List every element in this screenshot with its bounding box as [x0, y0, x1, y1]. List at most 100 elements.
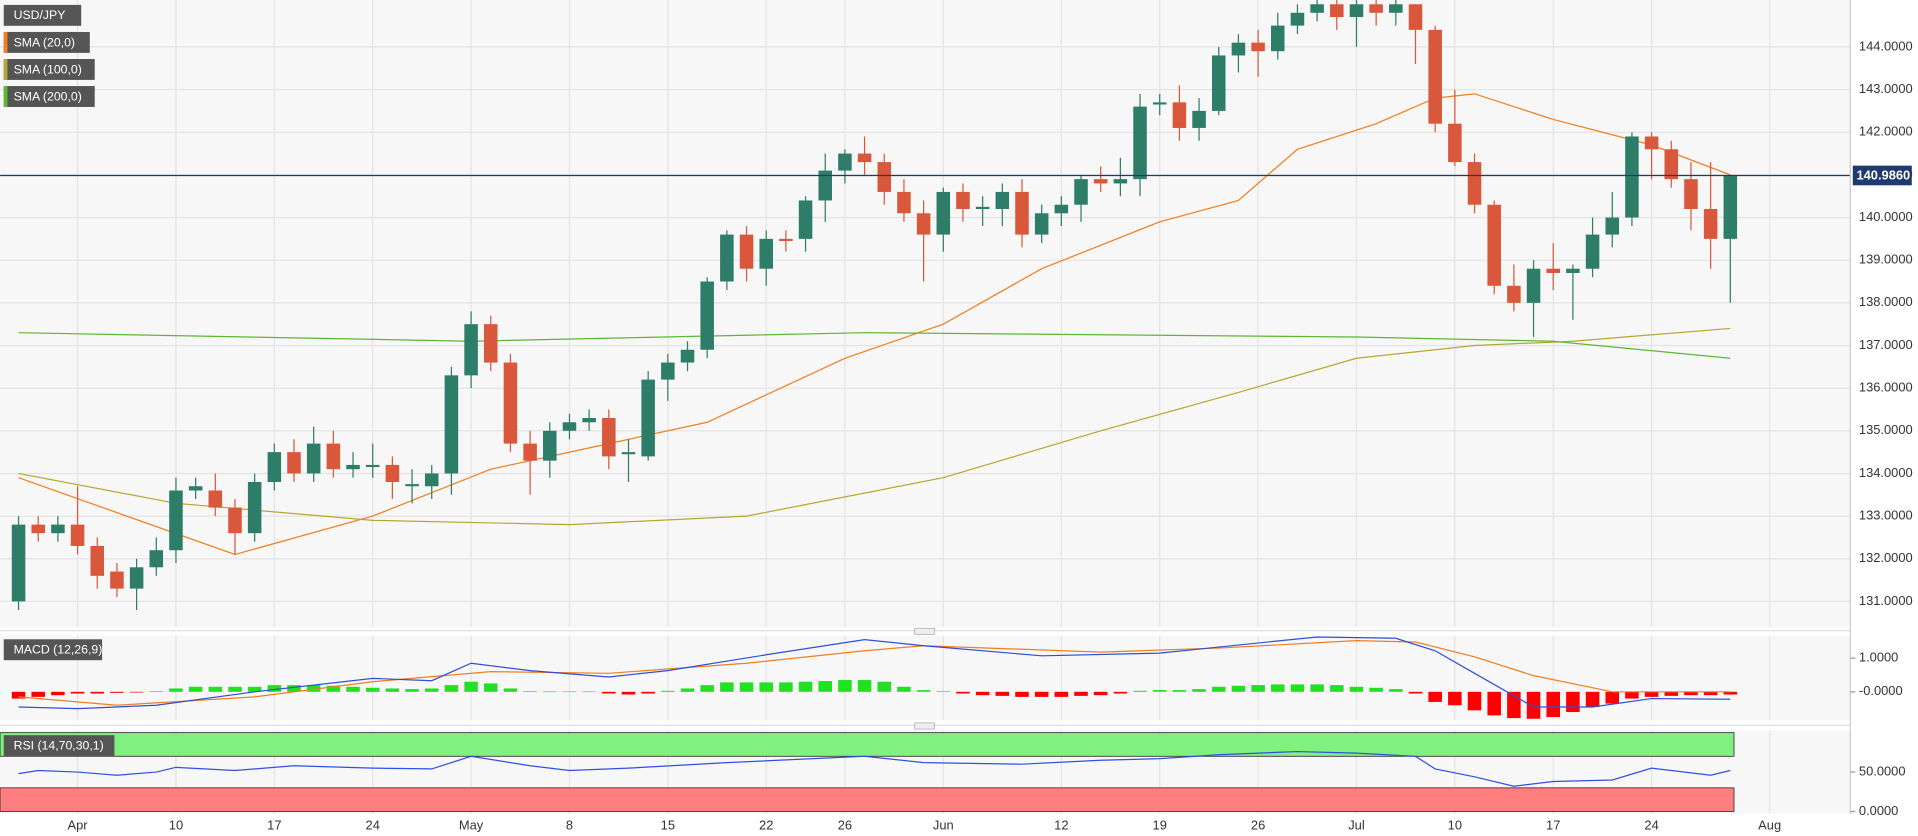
histogram-bar — [247, 686, 262, 692]
candle-body — [1507, 285, 1521, 303]
y-tick-label: -0.0000 — [1859, 683, 1903, 698]
y-tick-label: 138.0000 — [1859, 294, 1913, 309]
candle-body — [759, 238, 773, 269]
candle-body — [1664, 149, 1679, 180]
histogram-bar — [641, 691, 655, 694]
histogram-bar — [1113, 691, 1128, 694]
y-tick-label: 133.0000 — [1859, 508, 1913, 523]
candle-body — [110, 571, 124, 589]
candle-body — [385, 464, 400, 482]
candle-body — [483, 324, 498, 363]
line — [18, 750, 1731, 787]
histogram-bar — [897, 686, 911, 692]
candle-body — [916, 213, 931, 235]
y-tick-label: 134.0000 — [1859, 465, 1913, 480]
candle-body — [1566, 268, 1580, 273]
histogram-bar — [956, 691, 970, 694]
candle-body — [1251, 42, 1265, 52]
candle-body — [838, 153, 852, 171]
histogram-bar — [129, 691, 144, 693]
histogram-bar — [1684, 691, 1698, 696]
candle-body — [1093, 179, 1108, 184]
histogram-bar — [385, 688, 400, 692]
candle-body — [1526, 268, 1541, 303]
histogram-bar — [169, 688, 183, 692]
y-tick-label: 143.0000 — [1859, 81, 1913, 96]
candle-body — [1428, 29, 1442, 124]
histogram-bar — [1133, 690, 1147, 692]
histogram-bar — [779, 682, 793, 692]
candle-body — [1723, 175, 1738, 239]
histogram-bar — [1546, 691, 1560, 718]
histogram-bar — [1015, 691, 1029, 697]
candle-body — [562, 422, 577, 431]
histogram-bar — [1487, 691, 1501, 716]
x-tick-label: 26 — [1251, 818, 1265, 833]
histogram-bar — [51, 691, 65, 696]
x-tick-label: 26 — [838, 818, 852, 833]
candle-body — [149, 550, 164, 568]
x-tick-label: Jun — [933, 818, 954, 833]
legend-entry: SMA (100,0) — [14, 62, 82, 76]
x-tick-label: 8 — [566, 818, 573, 833]
price-tag — [1852, 165, 1912, 186]
histogram-bar — [1034, 691, 1049, 697]
histogram-bar — [405, 689, 419, 692]
histogram-bar — [975, 691, 990, 696]
candle-body — [1231, 42, 1246, 56]
y-tick-label: 1.0000 — [1859, 650, 1898, 665]
histogram-bar — [1290, 684, 1305, 692]
histogram-bar — [661, 690, 675, 692]
histogram-bar — [1625, 691, 1639, 699]
candle-body — [208, 490, 223, 508]
legend-entry: SMA (200,0) — [14, 89, 82, 103]
histogram-bar — [1428, 691, 1442, 702]
x-tick-label: 10 — [169, 818, 183, 833]
histogram-bar — [1074, 691, 1088, 696]
histogram-bar — [582, 691, 596, 693]
histogram-bar — [818, 681, 833, 692]
macd-pane — [0, 635, 1851, 721]
histogram-bar — [149, 691, 164, 692]
y-tick-label: 135.0000 — [1859, 422, 1913, 437]
histogram-bar — [1192, 689, 1206, 692]
macd-title: MACD (12,26,9) — [14, 643, 103, 657]
rsi-title: RSI (14,70,30,1) — [14, 739, 104, 753]
pane-handle[interactable] — [914, 627, 935, 635]
candle-body — [1448, 123, 1462, 163]
y-tick-label: 131.0000 — [1859, 593, 1913, 608]
pane-handle[interactable] — [914, 722, 935, 730]
candle-body — [51, 524, 65, 534]
candle-body — [405, 484, 419, 487]
histogram-bar — [208, 686, 223, 692]
line — [18, 93, 1731, 556]
candle-body — [1172, 102, 1187, 128]
histogram-bar — [700, 685, 714, 692]
histogram-bar — [562, 691, 577, 693]
histogram-bar — [365, 687, 380, 692]
histogram-bar — [31, 691, 45, 697]
candle-body — [326, 443, 341, 470]
histogram-bar — [995, 691, 1010, 696]
candle-body — [31, 524, 45, 534]
histogram-bar — [1507, 691, 1521, 719]
candle-body — [641, 379, 655, 457]
legend-title: USD/JPY — [14, 8, 66, 22]
candle-body — [1054, 204, 1069, 214]
histogram-bar — [110, 691, 124, 693]
candle-body — [1113, 179, 1128, 184]
candle-body — [424, 473, 439, 487]
histogram-bar — [759, 682, 773, 692]
candle-body — [1349, 4, 1364, 18]
candle-body — [739, 234, 754, 269]
candle-body — [720, 234, 734, 282]
candle-body — [857, 153, 872, 163]
histogram-bar — [188, 686, 203, 692]
candle-body — [1467, 162, 1482, 205]
histogram-bar — [1723, 691, 1738, 695]
histogram-bar — [1231, 685, 1246, 692]
histogram-bar — [1093, 691, 1108, 696]
candle-body — [11, 524, 26, 602]
candle-body — [700, 281, 714, 350]
